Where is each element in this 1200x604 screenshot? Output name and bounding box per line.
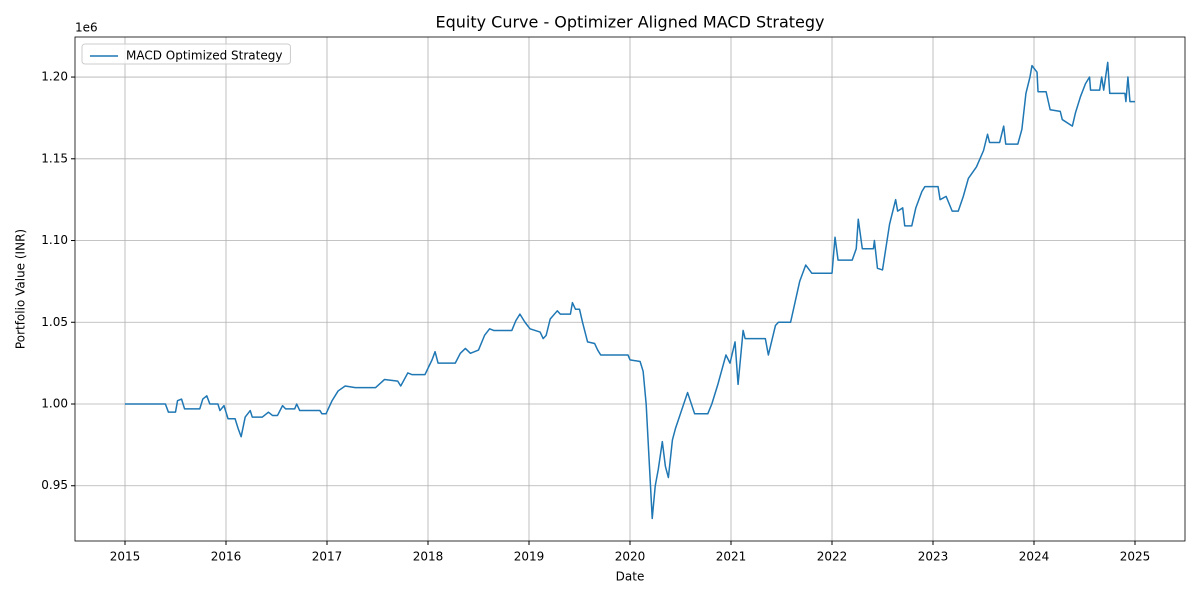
x-tick-label: 2017 [312, 550, 343, 564]
plot-frame [74, 36, 1186, 542]
y-tick-label: 1.15 [41, 151, 68, 165]
x-tick-label: 2023 [918, 550, 949, 564]
x-axis-label: Date [616, 570, 645, 584]
line-series [125, 61, 1135, 520]
x-tick-label: 2022 [817, 550, 848, 564]
legend-label: MACD Optimized Strategy [126, 49, 282, 63]
offset-text: 1e6 [75, 21, 98, 35]
y-tick-label: 1.10 [41, 233, 68, 247]
legend: MACD Optimized Strategy [81, 43, 291, 65]
y-tick-label: 1.05 [41, 315, 68, 329]
x-tick-label: 2025 [1120, 550, 1151, 564]
legend-box [81, 43, 291, 65]
x-tick-label: 2024 [1019, 550, 1050, 564]
x-tick-label: 2016 [211, 550, 242, 564]
chart-title: Equity Curve - Optimizer Aligned MACD St… [435, 13, 824, 32]
x-tick-label: 2021 [716, 550, 747, 564]
y-axis-label: Portfolio Value (INR) [14, 229, 28, 349]
x-tick-label: 2015 [110, 550, 141, 564]
y-tick-label: 0.95 [41, 478, 68, 492]
y-tick-label: 1.00 [41, 397, 68, 411]
x-tick-label: 2020 [615, 550, 646, 564]
x-tick-label: 2019 [514, 550, 545, 564]
x-tick-label: 2018 [413, 550, 444, 564]
y-tick-label: 1.20 [41, 70, 68, 84]
